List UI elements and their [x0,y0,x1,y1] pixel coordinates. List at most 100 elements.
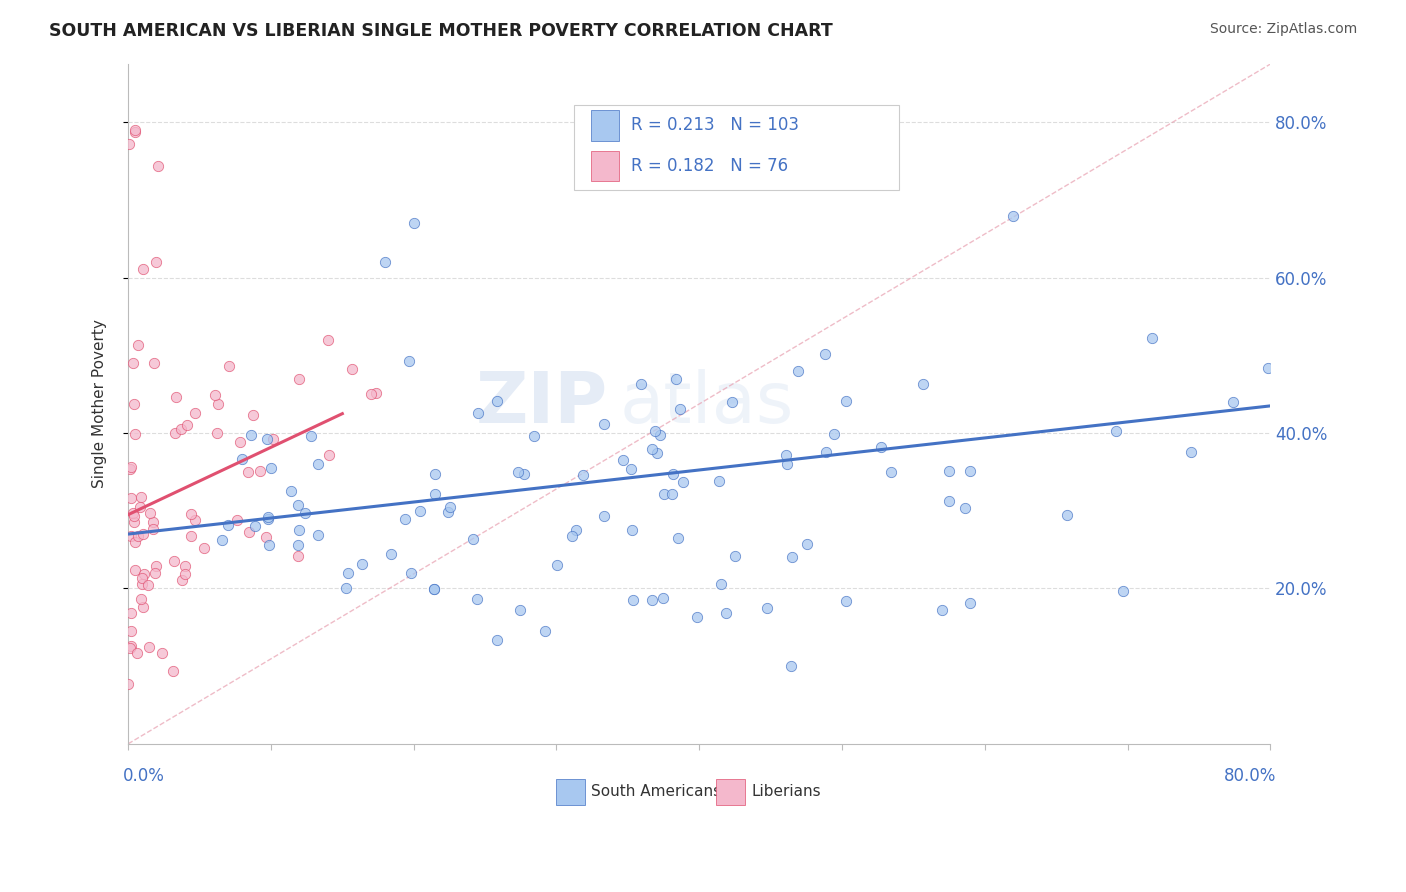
Point [142,522,165,536]
Point [724,549,747,563]
Point [665,372,688,386]
Point [287,538,309,552]
Point [523,429,546,443]
Point [959,464,981,478]
Point [823,426,845,441]
Point [174,566,197,581]
Point [486,393,509,408]
Point [612,453,634,467]
Point [145,558,167,573]
Point [1056,508,1078,522]
Point [143,566,166,580]
Point [163,426,186,441]
Point [299,429,322,443]
Point [307,528,329,542]
Y-axis label: Single Mother Poverty: Single Mother Poverty [93,319,107,489]
Point [170,573,193,587]
Point [640,592,662,607]
Point [117,136,139,151]
Point [127,338,149,352]
Point [218,359,240,373]
Point [124,125,146,139]
Point [139,506,162,520]
Point [316,333,339,347]
Point [398,354,420,368]
Point [835,393,858,408]
Point [1180,445,1202,459]
Point [120,460,142,475]
Point [163,554,186,568]
Point [374,255,396,269]
Point [592,417,614,431]
Point [513,467,536,481]
Point [231,452,253,467]
Point [122,397,145,411]
Point [229,434,252,449]
Point [238,465,260,479]
Point [117,677,139,691]
Point [1140,331,1163,345]
Point [122,508,145,523]
Point [652,591,675,605]
Point [959,596,981,610]
Point [775,448,797,462]
Point [1257,361,1279,376]
Point [509,603,531,617]
Point [335,581,357,595]
Point [336,566,359,581]
Point [288,372,311,386]
Point [672,475,695,490]
Point [835,594,858,608]
Point [352,557,374,571]
Point [641,442,664,456]
Point [463,532,485,546]
Point [686,610,709,624]
Point [288,523,311,537]
Point [193,541,215,555]
Point [1112,584,1135,599]
Point [714,607,737,621]
Point [776,457,799,471]
Point [136,578,159,592]
Point [217,518,239,533]
Point [422,582,444,596]
Point [815,445,838,459]
Point [131,577,153,591]
Point [508,465,530,479]
Point [183,406,205,420]
Point [124,563,146,577]
Point [180,529,202,543]
Point [173,558,195,573]
Point [129,490,152,504]
Point [572,467,595,482]
Point [138,640,160,654]
Point [239,428,262,442]
Point [294,506,316,520]
Text: R = 0.182   N = 76: R = 0.182 N = 76 [631,157,787,175]
Point [257,509,280,524]
Point [668,402,690,417]
Point [307,458,329,472]
Point [380,547,402,561]
Point [238,524,260,539]
Point [128,500,150,514]
Point [120,491,142,506]
Point [121,506,143,520]
Point [118,462,141,476]
FancyBboxPatch shape [574,105,900,190]
Point [564,523,586,537]
Point [630,377,652,392]
Point [162,664,184,678]
Point [911,376,934,391]
Point [782,550,804,565]
Point [439,500,461,515]
Text: atlas: atlas [619,369,793,439]
Point [1002,209,1025,223]
Bar [591,151,619,181]
Point [360,387,382,401]
Point [131,261,153,276]
Point [755,600,778,615]
Point [120,529,142,543]
Point [1222,394,1244,409]
Point [880,465,903,479]
